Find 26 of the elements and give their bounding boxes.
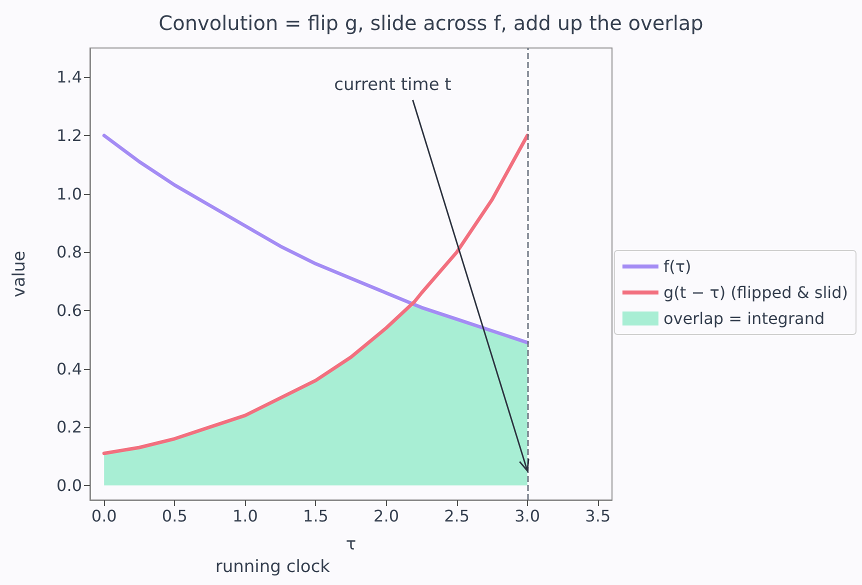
x-tick-label: 3.0 xyxy=(514,506,540,526)
x-tick-label: 0.5 xyxy=(162,506,188,526)
y-tick-label: 0.6 xyxy=(56,300,82,320)
annotation: current time t xyxy=(334,75,452,95)
x-tick-label: 2.0 xyxy=(374,506,399,526)
legend-label: overlap = integrand xyxy=(663,309,825,328)
x-tick-label: 0.0 xyxy=(91,506,117,526)
text: running clock xyxy=(215,557,330,577)
y-tick-label: 0.2 xyxy=(56,418,82,437)
legend-label: g(t − τ) (flipped & slid) xyxy=(663,283,848,302)
chart-title: Convolution = flip g, slide across f, add up the overlap xyxy=(158,11,704,35)
y-tick-label: 1.2 xyxy=(56,126,82,145)
y-tick-label: 1.0 xyxy=(56,184,82,204)
y-tick-label: 0.0 xyxy=(56,476,82,495)
line-series xyxy=(102,134,530,344)
y-tick-label: 1.4 xyxy=(56,68,82,87)
x-tick-label: 3.5 xyxy=(585,506,611,526)
legend-label: f(τ) xyxy=(663,257,692,276)
y-tick-label: 0.8 xyxy=(56,242,82,262)
x-axis-title: τ xyxy=(346,534,356,554)
y-axis-title: value xyxy=(10,250,30,298)
y-tick-label: 0.4 xyxy=(56,359,82,378)
line-series xyxy=(102,134,530,456)
x-tick-label: 2.5 xyxy=(444,506,470,526)
x-tick-label: 1.5 xyxy=(303,506,328,526)
x-tick-label: 1.0 xyxy=(232,506,258,526)
